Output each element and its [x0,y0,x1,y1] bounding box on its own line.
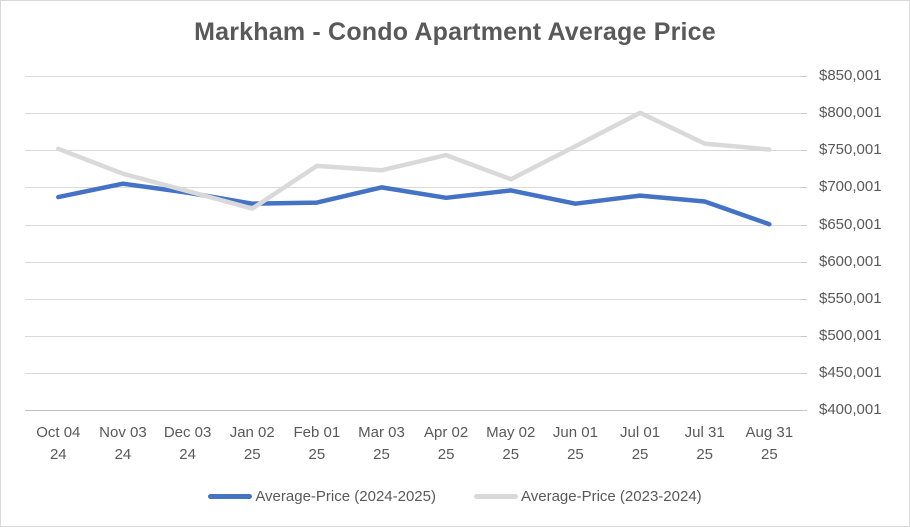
x-axis-tick-label: Nov 03 24 [81,422,165,466]
x-axis-label-date: Jul 31 [684,424,725,441]
x-axis-label-year: 25 [243,446,261,463]
x-axis-label-date: Feb 01 [293,424,341,441]
x-axis-label-date: Apr 02 [424,424,469,441]
y-axis-tick-label: $400,001 [819,401,882,419]
x-axis-label-date: Oct 04 [36,424,81,441]
y-axis-tick-label: $750,001 [819,141,882,159]
y-axis-tick-label: $450,001 [819,364,882,382]
y-axis-tick-label: $800,001 [819,104,882,122]
y-axis-tick-label: $550,001 [819,289,882,307]
x-axis-label-year: 25 [308,446,326,463]
x-axis-tick-label: Jul 31 25 [663,422,747,466]
legend-item-average-price-2024-2025[interactable]: Average-Price (2024-2025) [208,488,436,505]
x-axis-tick-label: May 02 25 [469,422,553,466]
y-axis-tick-label: $650,001 [819,215,882,233]
x-axis-tick-label: Jan 02 25 [210,422,294,466]
x-axis-tick-label: Aug 31 25 [727,422,811,466]
y-axis-tick-label: $500,001 [819,326,882,344]
x-axis-label-year: 25 [373,446,390,463]
legend-label: Average-Price (2023-2024) [521,488,702,505]
x-axis-label-year: 25 [437,446,455,463]
x-axis-tick-label: Dec 03 24 [146,422,230,466]
x-axis-label-date: Mar 03 [358,424,405,441]
legend-line-swatch-icon [208,494,253,499]
x-axis-tick-label: Apr 02 25 [404,422,488,466]
chart-title: Markham - Condo Apartment Average Price [194,18,716,46]
x-axis-label-year: 24 [179,446,196,463]
x-axis-label-year: 24 [114,446,132,463]
y-axis-tick-label: $600,001 [819,252,882,270]
x-axis-label-year: 25 [631,446,649,463]
x-axis-label-year: 25 [502,446,520,463]
legend-label: Average-Price (2024-2025) [255,488,436,505]
y-axis-tick-label: $700,001 [819,178,882,196]
x-axis-label-date: May 02 [486,424,536,441]
x-axis-label-year: 25 [760,446,778,463]
x-axis-tick-label: Jul 01 25 [598,422,682,466]
x-axis-label-year: 24 [49,446,67,463]
x-axis-label-date: Aug 31 [745,424,794,441]
x-axis-label-date: Jul 01 [620,424,661,441]
x-axis-label-date: Jan 02 [229,424,275,441]
x-axis-label-date: Nov 03 [99,424,147,441]
y-axis-tick-label: $850,001 [819,67,882,84]
x-axis-label-year: 25 [696,446,714,463]
x-axis-tick-label: Mar 03 25 [340,422,424,466]
x-axis-label-date: Jun 01 [552,424,598,441]
x-axis-tick-label: Jun 01 25 [533,422,617,466]
legend: Average-Price (2024-2025) Average-Price (… [1,488,909,505]
legend-line-swatch-icon [474,494,518,499]
x-axis-label-year: 25 [567,446,584,463]
x-axis-tick-label: Feb 01 25 [275,422,359,466]
series-line-average-price-2023-2024 [56,110,772,211]
series-line-average-price-2024-2025 [56,181,772,227]
x-axis-tick-label: Oct 04 24 [16,422,100,466]
x-axis-label-date: Dec 03 [163,424,212,441]
legend-item-average-price-2023-2024[interactable]: Average-Price (2023-2024) [474,488,702,505]
